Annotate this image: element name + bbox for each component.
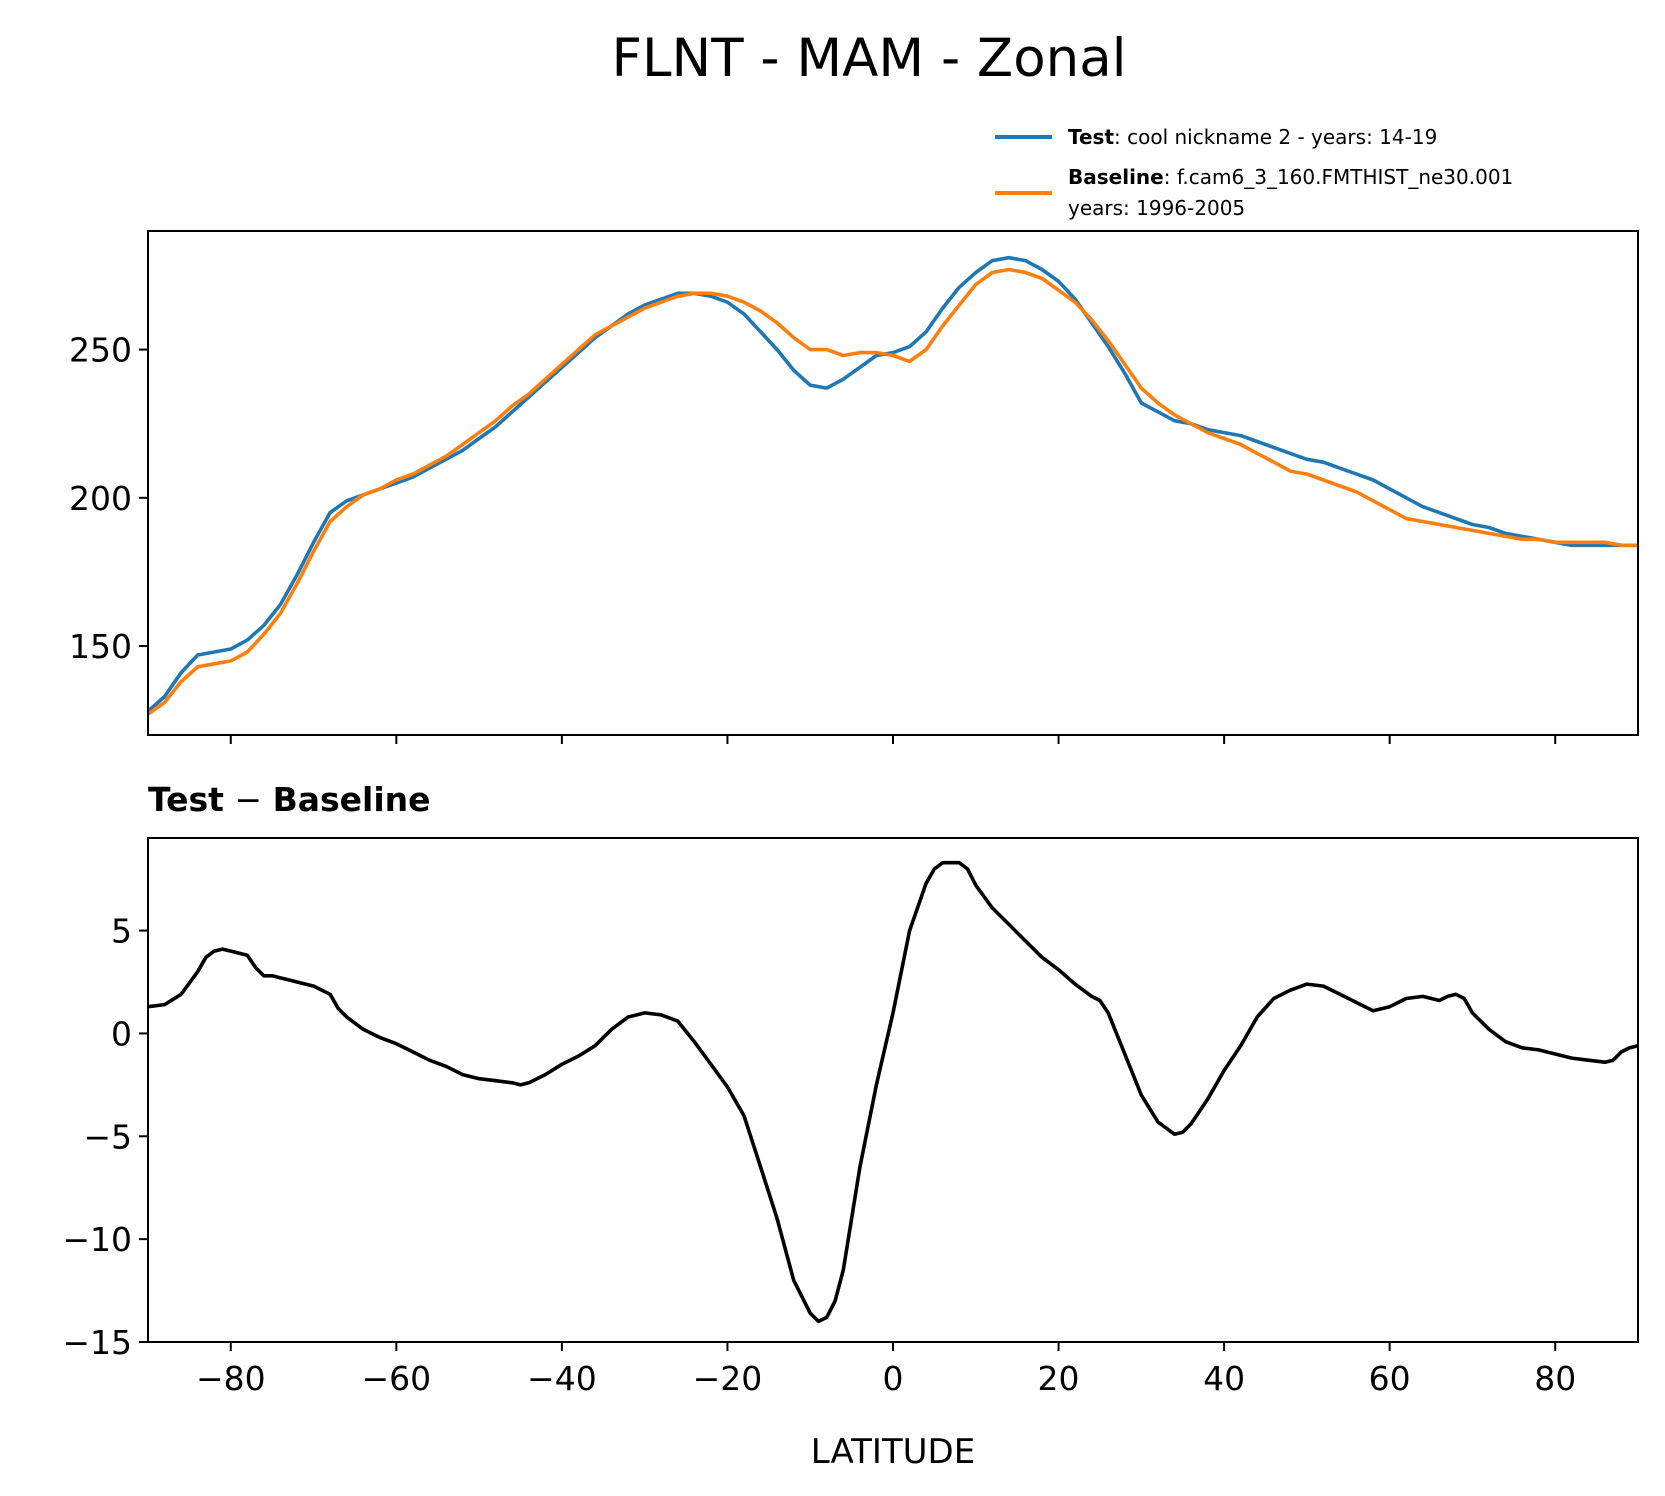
legend-baseline-label: Baseline (1068, 165, 1164, 189)
top-series-test-line (146, 255, 1638, 713)
legend: Test: cool nickname 2 - years: 14-19 Bas… (995, 125, 1513, 220)
legend-baseline-text: : f.cam6_3_160.FMTHIST_ne30.001 (1164, 165, 1514, 189)
bottom-x-tick-label: −40 (527, 1359, 597, 1398)
figure-title: FLNT - MAM - Zonal (612, 28, 1127, 89)
bottom-x-tick-label: −60 (362, 1359, 432, 1398)
bottom-y-tick-label: −5 (83, 1117, 132, 1156)
top-series-baseline-line (146, 267, 1638, 716)
legend-test-label: Test (1068, 125, 1114, 149)
bottom-panel-frame (147, 837, 1639, 1343)
top-panel: 150 200 250 (69, 230, 1639, 744)
diff-title-right: Baseline (273, 780, 431, 819)
bottom-x-tick-label: 0 (883, 1359, 904, 1398)
bottom-x-tick-label: 80 (1534, 1359, 1576, 1398)
bottom-x-tick-label: 60 (1369, 1359, 1411, 1398)
bottom-x-tick-label: −20 (693, 1359, 763, 1398)
diff-panel-title: Test − Baseline (148, 780, 431, 819)
bottom-ticks-group: −15 −10 −5 0 5 −80 −60 −40 −20 0 20 40 60 80 (62, 912, 1576, 1398)
bottom-series-group (147, 860, 1639, 1324)
bottom-x-tick-label: 40 (1203, 1359, 1245, 1398)
top-panel-frame (147, 230, 1639, 736)
bottom-series-test-baseline-line (147, 860, 1639, 1324)
legend-test-text: : cool nickname 2 - years: 14-19 (1114, 125, 1437, 149)
bottom-y-tick-label: −15 (62, 1323, 132, 1362)
bottom-x-tick-label: 20 (1038, 1359, 1080, 1398)
legend-baseline-entry: Baseline: f.cam6_3_160.FMTHIST_ne30.001 (1068, 165, 1513, 189)
top-y-tick-label: 200 (69, 479, 132, 518)
bottom-x-tick-label: −80 (196, 1359, 266, 1398)
diff-title-sep: − (224, 780, 273, 819)
top-y-tick-label: 150 (69, 627, 132, 666)
bottom-y-tick-label: 0 (111, 1014, 132, 1053)
bottom-y-tick-label: −10 (62, 1220, 132, 1259)
top-y-tick-label: 250 (69, 331, 132, 370)
top-ticks-group: 150 200 250 (69, 331, 1557, 744)
legend-test-entry: Test: cool nickname 2 - years: 14-19 (1068, 125, 1437, 149)
bottom-y-tick-label: 5 (111, 912, 132, 951)
top-series-group (146, 255, 1638, 716)
diff-title-left: Test (148, 780, 224, 819)
legend-baseline-years: years: 1996-2005 (1068, 196, 1245, 220)
bottom-panel: −15 −10 −5 0 5 −80 −60 −40 −20 0 20 40 60 80 (62, 837, 1639, 1398)
x-axis-label: LATITUDE (811, 1432, 975, 1472)
